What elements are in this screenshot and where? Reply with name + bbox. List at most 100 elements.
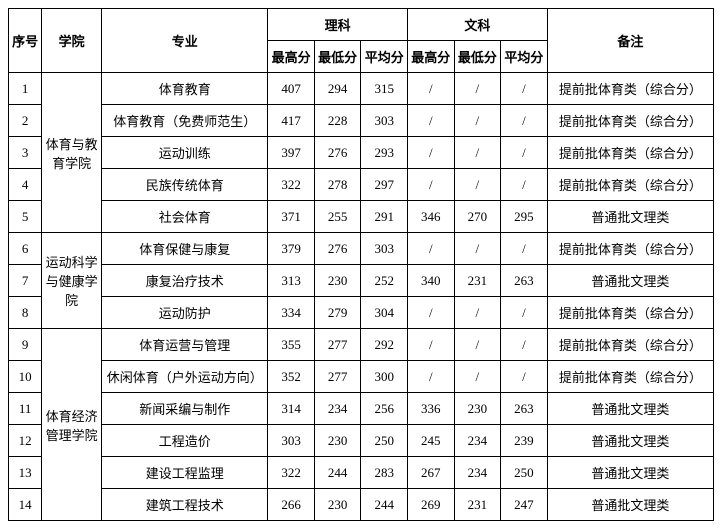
cell-lib-avg: 239 — [501, 425, 548, 457]
cell-index: 9 — [9, 329, 42, 361]
cell-lib-min: / — [454, 73, 501, 105]
cell-sci-avg: 250 — [361, 425, 408, 457]
cell-lib-avg: 247 — [501, 489, 548, 521]
cell-major: 新闻采编与制作 — [102, 393, 268, 425]
cell-major: 民族传统体育 — [102, 169, 268, 201]
header-index: 序号 — [9, 9, 42, 73]
admission-score-table: 序号 学院 专业 理科 文科 备注 最高分 最低分 平均分 最高分 最低分 平均… — [8, 8, 714, 521]
cell-remark: 提前批体育类（综合分） — [547, 297, 713, 329]
cell-lib-min: 234 — [454, 425, 501, 457]
cell-lib-max: 346 — [408, 201, 455, 233]
cell-major: 休闲体育（户外运动方向） — [102, 361, 268, 393]
cell-lib-max: / — [408, 137, 455, 169]
header-sci-avg: 平均分 — [361, 41, 408, 73]
cell-major: 体育运营与管理 — [102, 329, 268, 361]
cell-sci-max: 407 — [268, 73, 315, 105]
cell-sci-min: 230 — [314, 265, 361, 297]
cell-major: 体育保健与康复 — [102, 233, 268, 265]
cell-lib-avg: 295 — [501, 201, 548, 233]
header-major: 专业 — [102, 9, 268, 73]
table-row: 12工程造价303230250245234239普通批文理类 — [9, 425, 714, 457]
cell-sci-max: 322 — [268, 169, 315, 201]
cell-major: 工程造价 — [102, 425, 268, 457]
cell-lib-max: / — [408, 329, 455, 361]
cell-index: 13 — [9, 457, 42, 489]
cell-lib-min: / — [454, 233, 501, 265]
cell-sci-max: 379 — [268, 233, 315, 265]
cell-index: 5 — [9, 201, 42, 233]
cell-remark: 普通批文理类 — [547, 265, 713, 297]
table-row: 4民族传统体育322278297///提前批体育类（综合分） — [9, 169, 714, 201]
cell-sci-min: 255 — [314, 201, 361, 233]
cell-index: 6 — [9, 233, 42, 265]
table-header: 序号 学院 专业 理科 文科 备注 最高分 最低分 平均分 最高分 最低分 平均… — [9, 9, 714, 73]
cell-lib-max: / — [408, 73, 455, 105]
table-row: 8运动防护334279304///提前批体育类（综合分） — [9, 297, 714, 329]
cell-major: 建筑工程技术 — [102, 489, 268, 521]
cell-lib-max: 340 — [408, 265, 455, 297]
table-row: 2体育教育（免费师范生）417228303///提前批体育类（综合分） — [9, 105, 714, 137]
cell-lib-min: / — [454, 329, 501, 361]
cell-sci-avg: 283 — [361, 457, 408, 489]
cell-lib-avg: / — [501, 329, 548, 361]
cell-lib-max: / — [408, 233, 455, 265]
cell-remark: 提前批体育类（综合分） — [547, 361, 713, 393]
cell-sci-min: 230 — [314, 489, 361, 521]
cell-lib-min: / — [454, 169, 501, 201]
cell-lib-min: / — [454, 105, 501, 137]
table-row: 13建设工程监理322244283267234250普通批文理类 — [9, 457, 714, 489]
table-body: 1体育与教育学院体育教育407294315///提前批体育类（综合分）2体育教育… — [9, 73, 714, 521]
cell-index: 8 — [9, 297, 42, 329]
cell-sci-max: 355 — [268, 329, 315, 361]
cell-sci-min: 276 — [314, 137, 361, 169]
cell-sci-min: 278 — [314, 169, 361, 201]
cell-sci-avg: 293 — [361, 137, 408, 169]
cell-remark: 提前批体育类（综合分） — [547, 137, 713, 169]
header-sci-max: 最高分 — [268, 41, 315, 73]
cell-index: 2 — [9, 105, 42, 137]
cell-sci-min: 277 — [314, 361, 361, 393]
cell-index: 1 — [9, 73, 42, 105]
cell-sci-avg: 304 — [361, 297, 408, 329]
cell-sci-max: 371 — [268, 201, 315, 233]
cell-sci-max: 313 — [268, 265, 315, 297]
cell-sci-max: 322 — [268, 457, 315, 489]
table-row: 5社会体育371255291346270295普通批文理类 — [9, 201, 714, 233]
cell-major: 体育教育（免费师范生） — [102, 105, 268, 137]
cell-sci-max: 314 — [268, 393, 315, 425]
cell-major: 社会体育 — [102, 201, 268, 233]
cell-lib-max: 245 — [408, 425, 455, 457]
cell-sci-min: 244 — [314, 457, 361, 489]
cell-college: 体育经济管理学院 — [42, 329, 102, 521]
cell-sci-avg: 252 — [361, 265, 408, 297]
cell-sci-max: 334 — [268, 297, 315, 329]
table-row: 10休闲体育（户外运动方向）352277300///提前批体育类（综合分） — [9, 361, 714, 393]
cell-sci-max: 397 — [268, 137, 315, 169]
cell-sci-min: 228 — [314, 105, 361, 137]
cell-major: 运动防护 — [102, 297, 268, 329]
cell-lib-max: 269 — [408, 489, 455, 521]
cell-index: 14 — [9, 489, 42, 521]
cell-sci-avg: 291 — [361, 201, 408, 233]
cell-lib-avg: 263 — [501, 265, 548, 297]
header-lib-max: 最高分 — [408, 41, 455, 73]
cell-lib-max: / — [408, 297, 455, 329]
cell-lib-avg: / — [501, 361, 548, 393]
cell-sci-max: 352 — [268, 361, 315, 393]
cell-remark: 普通批文理类 — [547, 393, 713, 425]
cell-major: 运动训练 — [102, 137, 268, 169]
cell-index: 10 — [9, 361, 42, 393]
cell-sci-avg: 315 — [361, 73, 408, 105]
header-liberal: 文科 — [408, 9, 548, 41]
cell-index: 3 — [9, 137, 42, 169]
cell-remark: 提前批体育类（综合分） — [547, 73, 713, 105]
cell-lib-max: / — [408, 169, 455, 201]
header-science: 理科 — [268, 9, 408, 41]
header-college: 学院 — [42, 9, 102, 73]
table-row: 7康复治疗技术313230252340231263普通批文理类 — [9, 265, 714, 297]
cell-index: 11 — [9, 393, 42, 425]
table-row: 1体育与教育学院体育教育407294315///提前批体育类（综合分） — [9, 73, 714, 105]
cell-lib-min: 231 — [454, 489, 501, 521]
cell-lib-max: / — [408, 105, 455, 137]
cell-index: 4 — [9, 169, 42, 201]
